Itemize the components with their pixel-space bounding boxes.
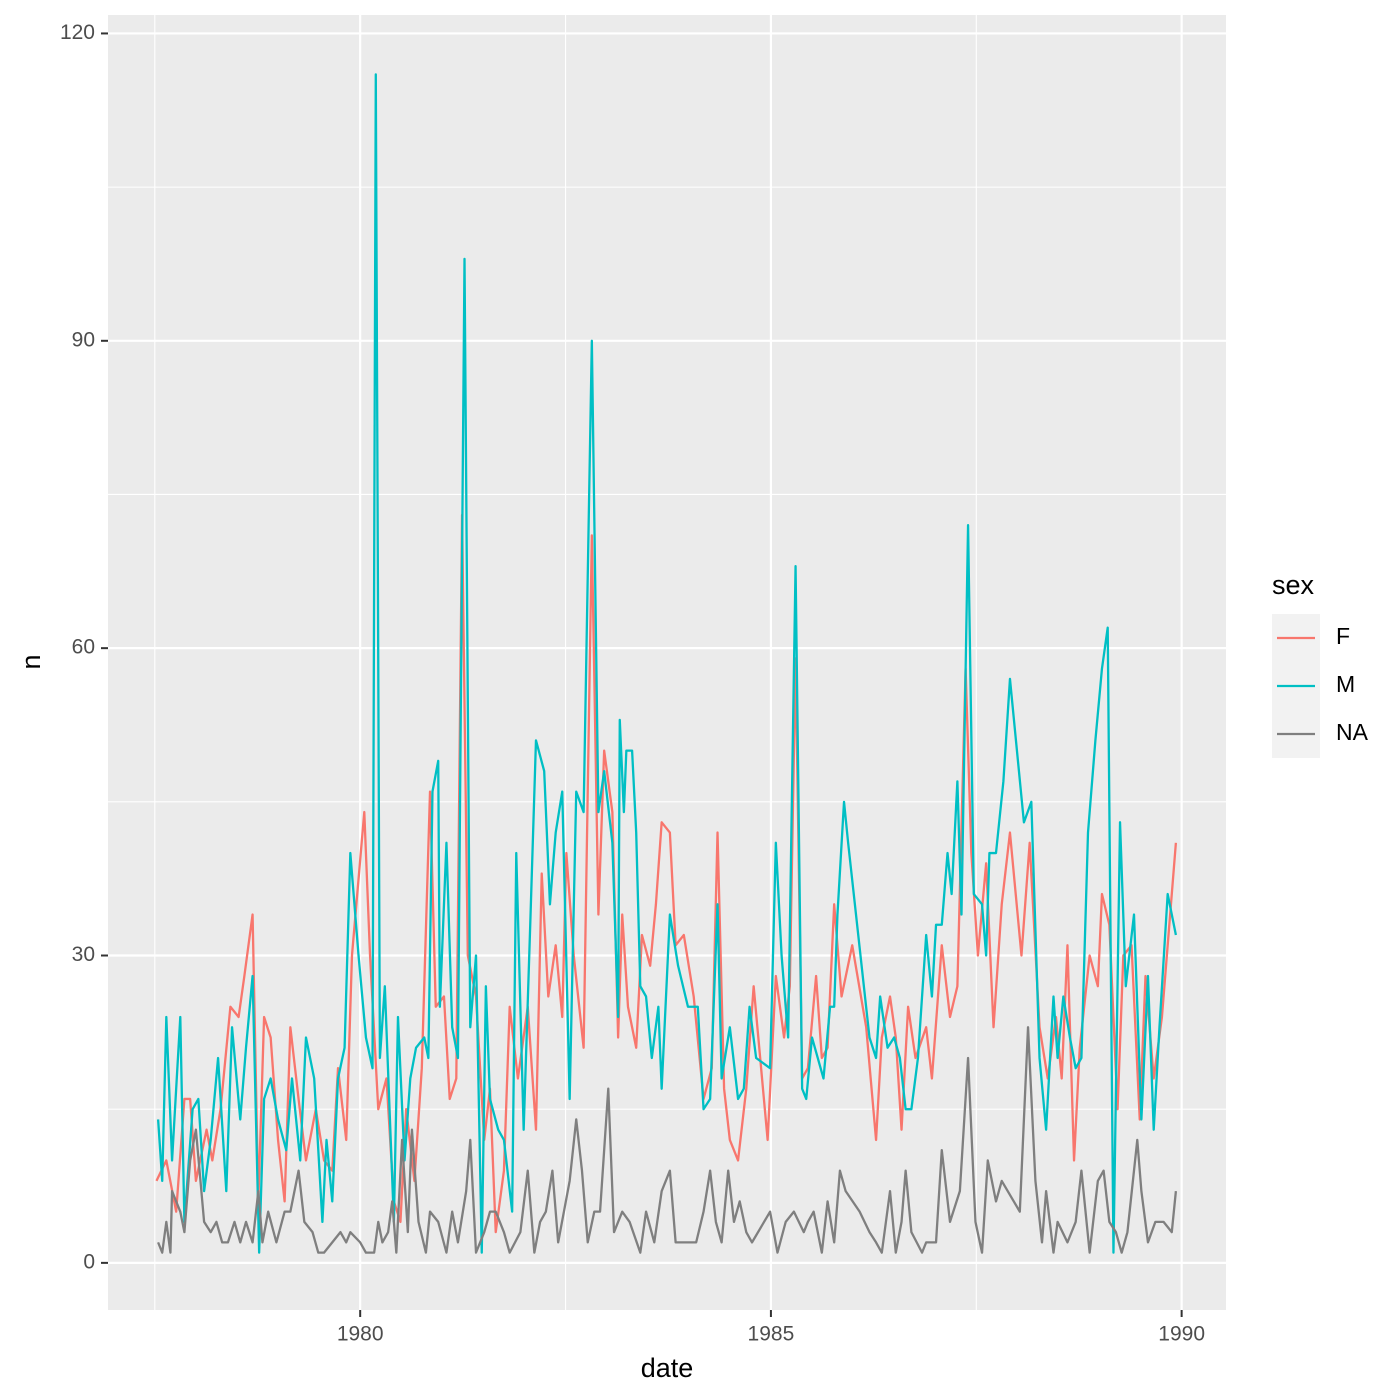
y-axis-title: n — [16, 654, 46, 669]
x-axis-title: date — [641, 1353, 694, 1383]
legend-label: M — [1336, 671, 1355, 697]
lines — [155, 73, 1178, 1254]
legend: sex FM NA — [1272, 570, 1369, 758]
legend-label: NA — [1336, 719, 1369, 745]
series-line — [155, 513, 1178, 1234]
y-tick-label: 90 — [72, 328, 95, 351]
series-line — [156, 73, 1178, 1254]
x-tick-label: 1980 — [337, 1323, 384, 1346]
y-tick-label: 60 — [72, 636, 95, 659]
y-tick-label: 30 — [72, 943, 95, 966]
y-tick-label: 120 — [60, 21, 95, 44]
major-grid — [108, 15, 1226, 1310]
axes: 0 30 60 90 120 1980 1985 1990 — [60, 21, 1205, 1346]
y-tick-label: 0 — [83, 1250, 95, 1273]
legend-title: sex — [1272, 570, 1315, 600]
x-tick-label: 1990 — [1158, 1323, 1205, 1346]
x-tick-label: 1985 — [748, 1323, 795, 1346]
legend-label: F — [1336, 623, 1350, 649]
series-line — [157, 1026, 1178, 1254]
